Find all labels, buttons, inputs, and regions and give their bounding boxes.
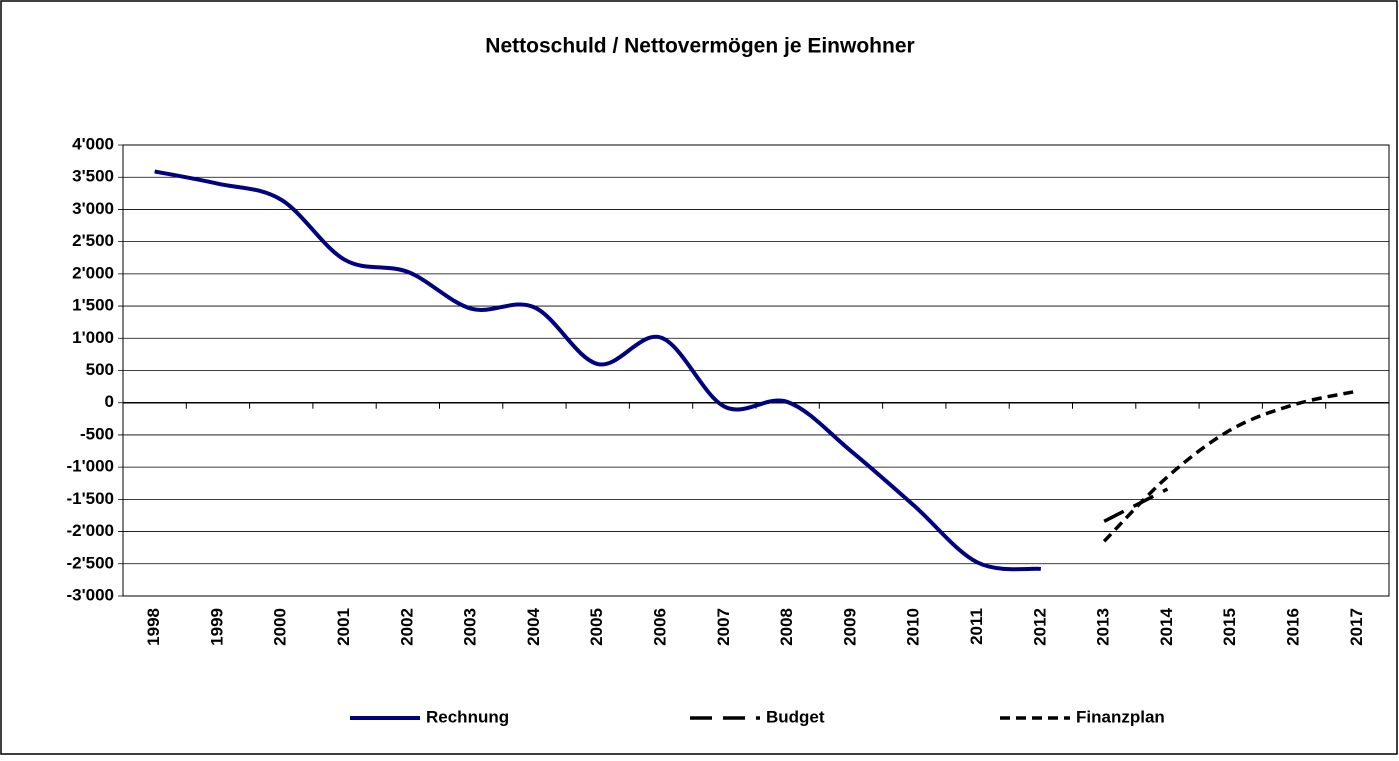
y-tick-label: -1'500	[66, 489, 114, 508]
x-tick-label: 2004	[524, 607, 543, 645]
y-tick-label: -2'000	[66, 521, 114, 540]
y-tick-label: 2'000	[72, 263, 114, 282]
x-tick-label: 2013	[1094, 608, 1113, 646]
x-tick-label: 2006	[651, 608, 670, 646]
y-tick-label: -500	[80, 424, 114, 443]
x-tick-label: 2010	[904, 608, 923, 646]
y-tick-label: 0	[105, 392, 114, 411]
x-tick-label: 2003	[461, 608, 480, 646]
x-tick-label: 2014	[1157, 607, 1176, 645]
x-tick-label: 2015	[1220, 608, 1239, 646]
y-tick-label: -2'500	[66, 553, 114, 572]
y-tick-label: 3'500	[72, 167, 114, 186]
data-line	[1102, 389, 1358, 543]
x-tick-label: 2017	[1347, 608, 1366, 646]
y-tick-label: -3'000	[66, 585, 114, 604]
y-tick-label: -1'000	[66, 457, 114, 476]
x-tick-label: 2012	[1030, 608, 1049, 646]
y-tick-label: 500	[86, 360, 114, 379]
x-tick-label: 2008	[777, 608, 796, 646]
y-tick-label: 3'000	[72, 199, 114, 218]
plot-border	[122, 144, 1390, 597]
y-tick-label: 1'500	[72, 296, 114, 315]
x-tick-label: 2005	[587, 608, 606, 646]
legend-label: Finanzplan	[1076, 707, 1165, 726]
y-tick-label: 4'000	[72, 134, 114, 153]
x-tick-label: 2016	[1284, 608, 1303, 646]
legend-label: Budget	[766, 707, 825, 726]
x-tick-label: 2007	[714, 608, 733, 646]
chart-title: Nettoschuld / Nettovermögen je Einwohner	[485, 35, 914, 58]
x-tick-label: 2009	[840, 608, 859, 646]
x-tick-label: 1998	[144, 608, 163, 646]
x-tick-label: 2001	[334, 608, 353, 646]
y-tick-label: 1'000	[72, 328, 114, 347]
y-tick-label: 2'500	[72, 231, 114, 250]
data-line	[1103, 487, 1169, 523]
legend-label: Rechnung	[426, 707, 509, 726]
x-tick-label: 2002	[397, 608, 416, 646]
x-tick-label: 1999	[207, 608, 226, 646]
data-line	[154, 169, 1042, 572]
x-tick-label: 2000	[271, 608, 290, 646]
x-tick-label: 2011	[967, 608, 986, 645]
